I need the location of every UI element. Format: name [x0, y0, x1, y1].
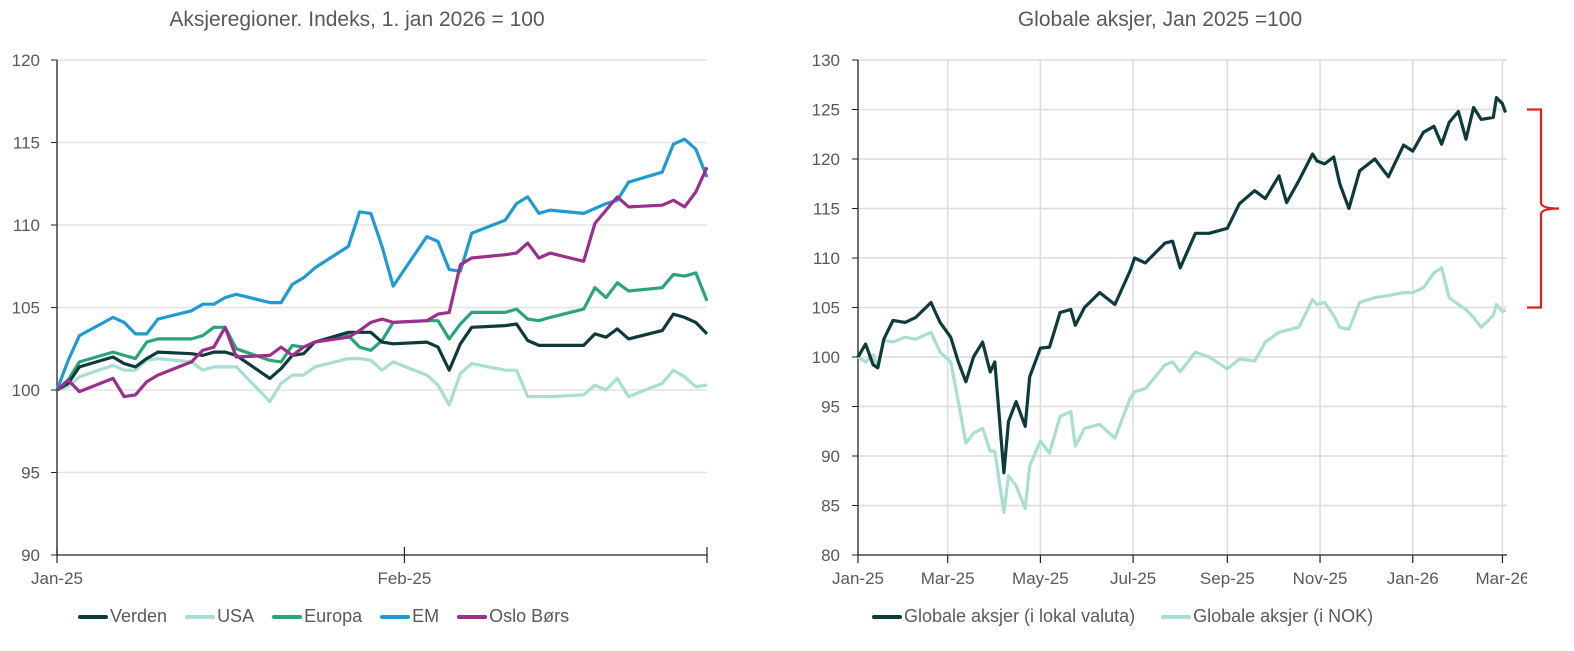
- series-line-europa: [55, 271, 709, 392]
- x-tick-label: Jan-26: [1387, 569, 1439, 588]
- y-tick-label: 115: [813, 200, 840, 219]
- y-tick-label: 95: [21, 464, 40, 483]
- left-chart: 90 95 100 105 110 115 120 Jan-25 Feb-25: [12, 51, 709, 588]
- legend-label: Globale aksjer (i lokal valuta): [904, 606, 1136, 626]
- legend-item: Oslo Børs: [457, 606, 569, 627]
- left-legend: Verden USA Europa EM Oslo Børs: [78, 606, 569, 627]
- series-line-oslo-b-rs: [55, 166, 709, 399]
- y-tick-label: 100: [812, 348, 840, 367]
- y-tick-label: 110: [813, 249, 840, 268]
- right-chart-title: Globale aksjer, Jan 2025 =100: [1017, 8, 1303, 31]
- x-tick-label: Mar-26: [1476, 569, 1530, 588]
- legend-item: USA: [185, 606, 254, 627]
- y-tick-label: 80: [821, 546, 840, 565]
- legend-label: Globale aksjer (i NOK): [1193, 606, 1374, 626]
- legend-swatch: [872, 614, 902, 619]
- y-tick-label: 105: [812, 299, 840, 318]
- legend-item: EM: [380, 606, 439, 627]
- y-tick-label: 130: [812, 51, 840, 70]
- legend-label: Oslo Børs: [489, 606, 570, 626]
- legend-label: USA: [217, 606, 255, 626]
- right-legend: Globale aksjer (i lokal valuta) Globale a…: [872, 606, 1373, 627]
- right-chart: 80 85 90 95 100 105 110 115 120 125 130 Jan-25 Mar-2…: [812, 51, 1530, 588]
- y-tick-label: 100: [12, 381, 40, 400]
- y-tick-label: 115: [13, 134, 40, 153]
- y-tick-label: 90: [21, 546, 40, 565]
- legend-swatch: [78, 614, 108, 619]
- legend-swatch: [272, 614, 303, 619]
- legend-swatch: [457, 614, 488, 619]
- legend-label: Verden: [110, 606, 168, 626]
- legend-label: Europa: [304, 606, 363, 626]
- series-line-globale-aksjer-i-lokal-valuta-: [856, 96, 1508, 475]
- legend-swatch: [185, 614, 216, 619]
- x-tick-label: Feb-25: [377, 569, 431, 588]
- y-tick-label: 90: [821, 447, 840, 466]
- red-bracket-annotation: [1527, 108, 1560, 309]
- legend-swatch: [1161, 614, 1192, 619]
- legend-item: Verden: [78, 606, 167, 627]
- x-tick-label: Sep-25: [1200, 569, 1255, 588]
- series-line-em: [55, 137, 709, 391]
- y-tick-label: 95: [821, 398, 840, 417]
- legend-swatch: [380, 614, 411, 619]
- y-tick-label: 120: [812, 150, 840, 169]
- series-line-globale-aksjer-i-nok-: [857, 266, 1506, 514]
- x-tick-label: Mar-25: [921, 569, 975, 588]
- series-line-usa: [56, 357, 708, 407]
- legend-item: Globale aksjer (i NOK): [1161, 606, 1373, 627]
- legend-item: Europa: [272, 606, 362, 627]
- y-tick-label: 105: [12, 299, 40, 318]
- legend-item: Globale aksjer (i lokal valuta): [872, 606, 1135, 627]
- series-line-verden: [56, 312, 709, 392]
- x-tick-label: Nov-25: [1293, 569, 1348, 588]
- x-tick-label: Jan-25: [31, 569, 83, 588]
- x-tick-label: Jan-25: [832, 569, 884, 588]
- y-tick-label: 120: [12, 51, 40, 70]
- y-tick-label: 85: [821, 497, 840, 516]
- y-tick-label: 125: [812, 101, 840, 120]
- x-tick-label: May-25: [1012, 569, 1069, 588]
- x-tick-label: Jul-25: [1110, 569, 1156, 588]
- y-tick-label: 110: [13, 216, 40, 235]
- legend-label: EM: [412, 606, 440, 626]
- left-chart-title: Aksjeregioner. Indeks, 1. jan 2026 = 100: [169, 8, 545, 31]
